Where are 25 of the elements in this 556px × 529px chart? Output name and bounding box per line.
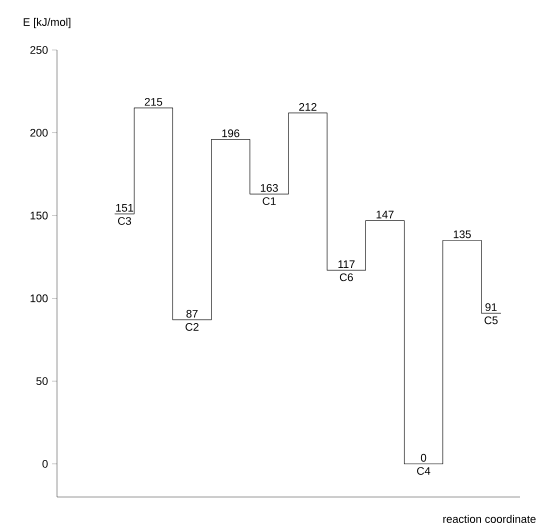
x-tick-label: C5 bbox=[484, 316, 498, 324]
y-tick-label: 150 bbox=[30, 212, 48, 220]
data-label: 151 bbox=[116, 204, 134, 212]
y-axis-title: E [kJ/mol] bbox=[24, 18, 70, 28]
x-tick-label: C6 bbox=[340, 273, 353, 282]
y-tick-label: 0 bbox=[42, 460, 48, 468]
y-tick-label: 250 bbox=[30, 46, 48, 54]
data-label: 0 bbox=[420, 454, 426, 462]
data-label: 163 bbox=[260, 184, 278, 192]
x-axis-title: reaction coordinate bbox=[443, 514, 536, 523]
y-tick-label: 50 bbox=[36, 377, 48, 386]
data-label: 147 bbox=[376, 210, 394, 218]
data-label: 117 bbox=[338, 260, 355, 268]
y-tick-label: 100 bbox=[30, 294, 48, 302]
x-tick-label: C4 bbox=[417, 467, 430, 475]
x-tick-label: C2 bbox=[186, 323, 199, 331]
y-tick-label: 200 bbox=[30, 128, 48, 137]
data-label: 135 bbox=[454, 230, 471, 238]
data-label: 91 bbox=[485, 303, 497, 312]
x-tick-label: C3 bbox=[118, 217, 132, 225]
data-label: 196 bbox=[222, 129, 240, 138]
data-label: 215 bbox=[144, 98, 162, 106]
x-tick-label: C1 bbox=[262, 197, 276, 206]
data-label: 212 bbox=[299, 103, 316, 111]
data-label: 87 bbox=[186, 310, 198, 318]
